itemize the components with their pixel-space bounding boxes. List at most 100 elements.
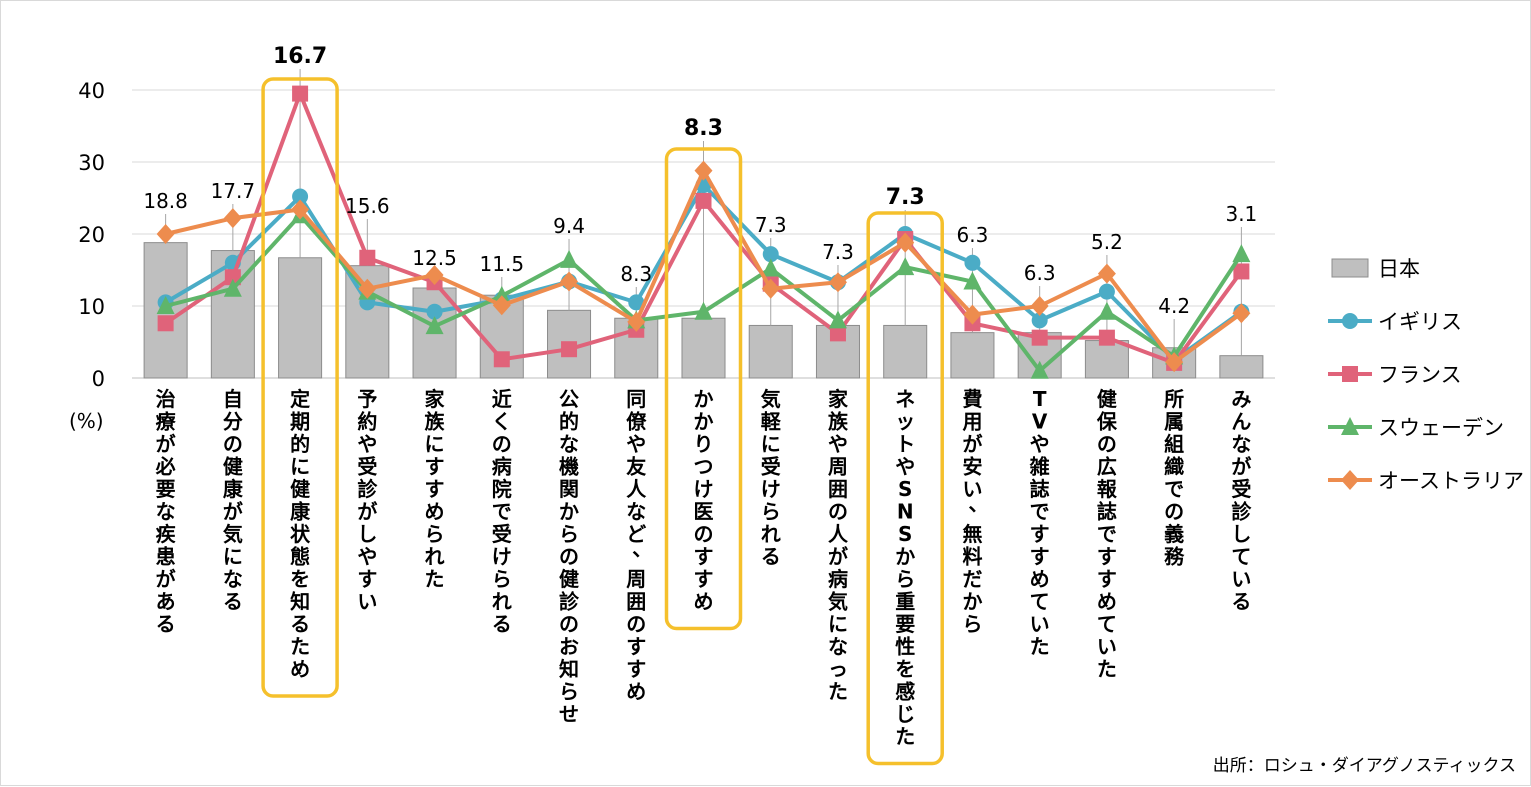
category-char: V [1032, 410, 1048, 434]
category-char: ッ [895, 410, 915, 434]
point-triangle [425, 316, 444, 335]
category-char: ネ [895, 387, 915, 411]
category-char: 気 [828, 590, 848, 614]
category-char: い [357, 590, 377, 614]
category-char: め [1097, 590, 1117, 614]
y-tick-label: 20 [78, 223, 105, 247]
highlight-box [866, 211, 944, 766]
category-char: す [626, 657, 646, 681]
legend-marker-uk [1342, 313, 1358, 329]
category-char: 病 [828, 567, 848, 591]
bar-label: 5.2 [1091, 230, 1123, 254]
category-char: み [1231, 387, 1251, 411]
category-char: ら [962, 612, 982, 636]
category-char: あ [156, 590, 176, 614]
category-char: 機 [559, 455, 579, 479]
category-char: 健 [559, 567, 579, 591]
bar-japan [681, 317, 726, 379]
category-char: の [828, 500, 848, 524]
point-diamond [694, 160, 713, 181]
category-char: の [626, 612, 646, 636]
bar-label-highlight: 16.7 [273, 44, 327, 69]
category-char: め [1030, 567, 1050, 591]
point-diamond [963, 304, 982, 325]
point-circle [426, 303, 443, 320]
category-char: 用 [962, 410, 982, 434]
point-circle [964, 254, 981, 271]
bar-label: 18.8 [143, 189, 188, 213]
category-char: た [828, 680, 848, 704]
category-char: す [425, 477, 445, 501]
category-char: 所 [1164, 387, 1184, 411]
point-diamond [1232, 303, 1251, 324]
category-char: ら [492, 567, 512, 591]
point-diamond [223, 208, 242, 229]
category-char: で [1097, 522, 1117, 546]
point-triangle [492, 285, 511, 304]
category-char: 診 [357, 477, 378, 501]
category-char: 分 [223, 410, 243, 434]
point-triangle [694, 301, 713, 320]
category-char: が [1231, 455, 1251, 479]
point-square [359, 249, 376, 266]
point-diamond [560, 271, 579, 292]
category-char: 囲 [828, 477, 848, 501]
category-char: を [895, 657, 915, 681]
category-char: 的 [290, 432, 310, 456]
category-char: て [1030, 590, 1050, 614]
point-diamond [828, 272, 847, 293]
category-char: れ [425, 545, 445, 569]
category-char: 料 [962, 545, 982, 569]
category-char: な [156, 500, 176, 524]
category-char: 僚 [626, 410, 647, 434]
category-char: 族 [425, 410, 446, 434]
point-diamond [761, 278, 780, 299]
category-char: の [1097, 432, 1117, 456]
category-char: 家 [828, 387, 849, 411]
bar-label: 3.1 [1225, 202, 1257, 226]
highlight-box [261, 77, 339, 698]
point-circle [628, 294, 645, 311]
category-char: い [1231, 567, 1251, 591]
point-circle [1031, 312, 1048, 329]
legend-label-australia: オーストラリア [1378, 469, 1524, 493]
legend-item-sweden: スウェーデン [1326, 410, 1526, 463]
category-char: い [1030, 612, 1050, 636]
category-char: 近 [492, 387, 512, 411]
point-triangle [1232, 244, 1251, 263]
legend-marker-france [1342, 366, 1358, 382]
category-char: か [694, 410, 714, 434]
category-char: け [492, 545, 512, 569]
legend-label-france: フランス [1378, 363, 1462, 387]
bar-label: 17.7 [211, 179, 256, 203]
category-char: が [223, 500, 243, 524]
category-char: 医 [694, 500, 714, 524]
category-char: が [156, 567, 176, 591]
point-square [695, 192, 712, 209]
category-char: 健 [1097, 387, 1117, 411]
category-char: る [1231, 590, 1251, 614]
category-char: 無 [962, 522, 982, 546]
category-char: じ [895, 702, 915, 726]
highlight-box [664, 147, 743, 631]
point-square [561, 341, 578, 358]
category-char: 周 [626, 567, 646, 591]
category-char: や [357, 432, 377, 456]
category-char: 診 [1231, 500, 1252, 524]
y-tick-label: 0 [92, 367, 105, 391]
category-char: 公 [559, 387, 579, 411]
category-char: た [425, 567, 445, 591]
category-char: 属 [1164, 410, 1184, 434]
category-char: め [425, 500, 445, 524]
bar-label: 6.3 [1024, 261, 1056, 285]
category-char: っ [828, 657, 848, 681]
category-char: N [897, 500, 914, 524]
category-char: に [828, 612, 848, 636]
category-char: に [761, 432, 781, 456]
point-diamond [1030, 296, 1049, 316]
category-char: 約 [357, 410, 377, 434]
point-diamond [425, 265, 444, 286]
point-triangle [963, 271, 982, 290]
bar-japan [1219, 355, 1264, 379]
category-char: 予 [357, 387, 377, 411]
